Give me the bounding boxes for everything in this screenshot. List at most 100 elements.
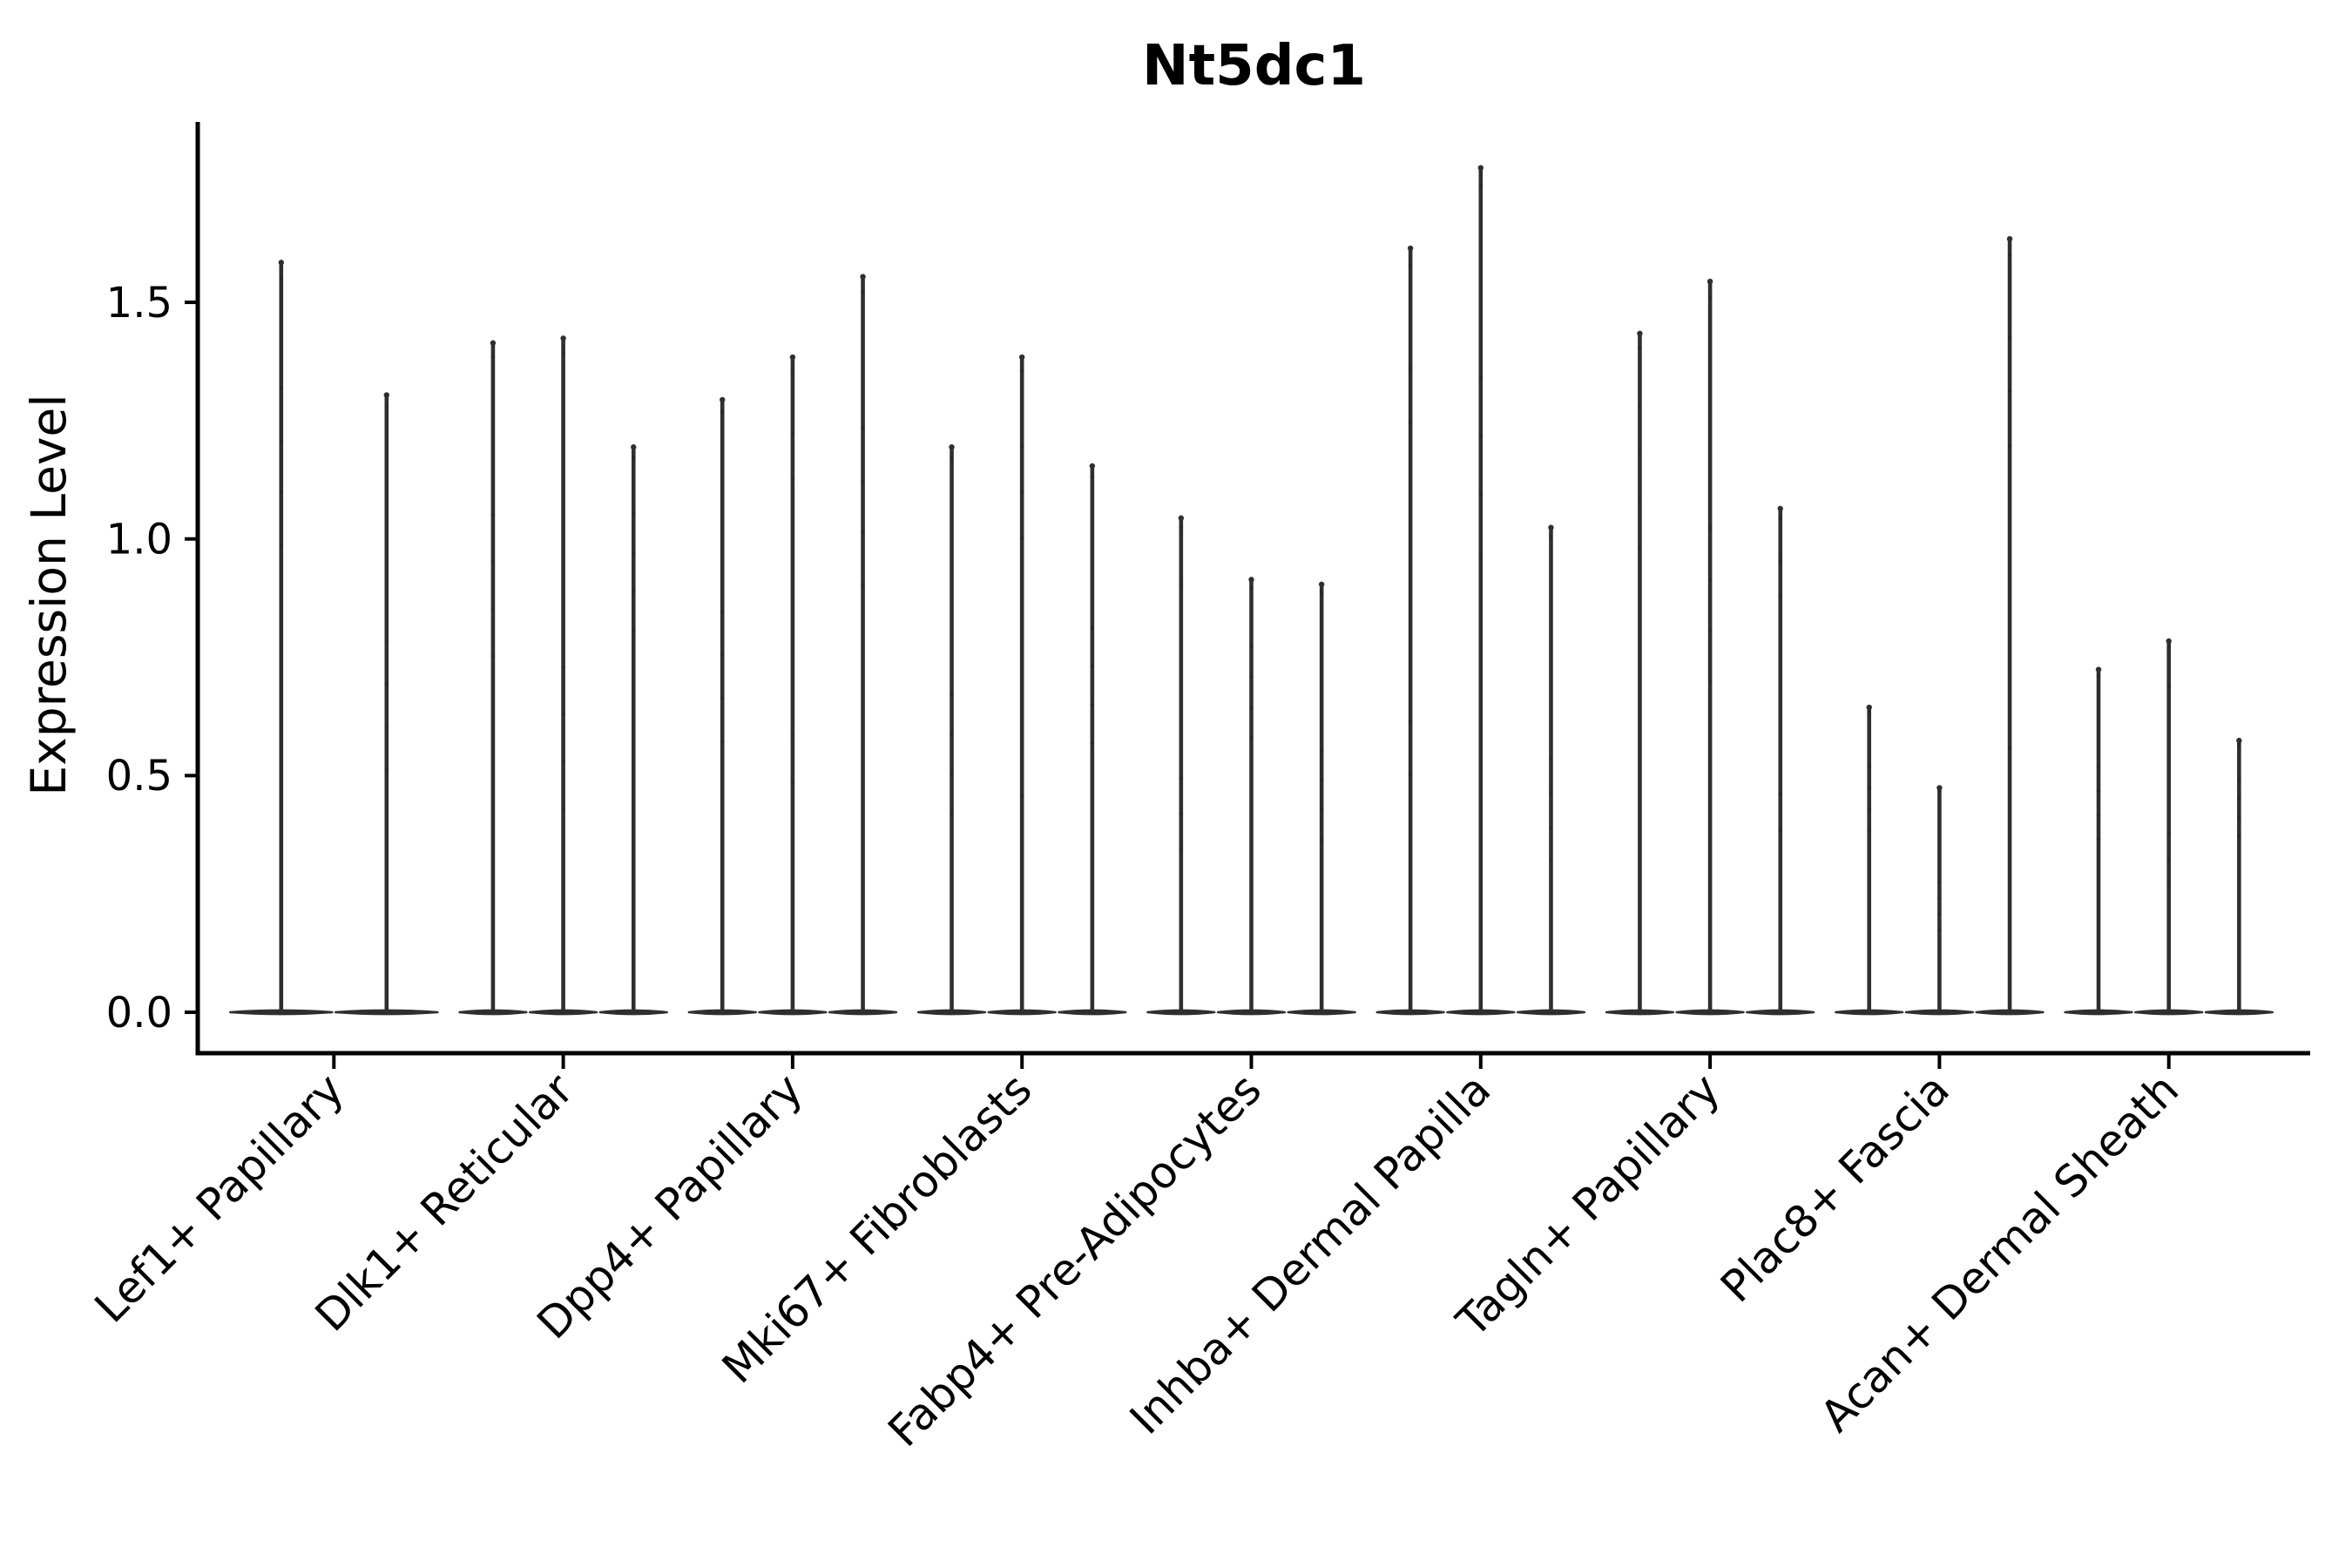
jitter-dot [490, 512, 496, 517]
jitter-dot [2237, 742, 2241, 747]
jitter-dot [1707, 628, 1713, 633]
jitter-dot [1020, 537, 1024, 541]
jitter-dot [1937, 912, 1942, 917]
jitter-dot [632, 550, 636, 555]
violin-tip-g2-v1 [490, 340, 497, 346]
violin-tip-g1-v1 [278, 260, 284, 266]
jitter-dot [1090, 625, 1095, 631]
jitter-dot [1549, 535, 1553, 539]
violin-tip-g4-v3 [1089, 463, 1096, 470]
y-tick-label: 1.5 [106, 279, 172, 328]
jitter-dot [1549, 859, 1553, 863]
jitter-dot [2166, 882, 2171, 888]
jitter-dot [950, 771, 954, 776]
violin-tip-g9-v1 [2095, 666, 2102, 672]
jitter-dot [632, 590, 636, 594]
violin-tip-g4-v2 [1019, 354, 1025, 361]
jitter-dot [2237, 796, 2241, 801]
jitter-dot [1179, 525, 1184, 530]
jitter-dot [1020, 444, 1024, 449]
violin-tip-g4-v1 [949, 444, 955, 450]
jitter-dot [1249, 735, 1254, 740]
jitter-dot [1478, 375, 1484, 379]
jitter-dot [1478, 493, 1484, 497]
jitter-dot [384, 638, 389, 643]
violin-tip-g8-v2 [1936, 785, 1943, 791]
jitter-dot [1179, 846, 1184, 850]
jitter-dot [1020, 368, 1024, 373]
jitter-dot [1090, 702, 1095, 707]
violin-tip-g2-v2 [560, 335, 566, 341]
jitter-dot [1478, 552, 1484, 558]
jitter-dot [490, 355, 496, 360]
jitter-dot [1249, 705, 1254, 710]
jitter-dot [2166, 830, 2171, 835]
y-tick-label: 0.0 [106, 989, 172, 1037]
jitter-dot [1638, 451, 1642, 456]
jitter-dot [2166, 685, 2171, 689]
violin-tip-g9-v3 [2236, 737, 2242, 744]
jitter-dot [490, 606, 496, 612]
jitter-dot [790, 368, 795, 373]
jitter-dot [1319, 777, 1324, 782]
jitter-dot [561, 712, 565, 717]
jitter-dot [2166, 856, 2171, 862]
x-tick-label-8: Plac8+ Fascia [1711, 1064, 1959, 1312]
violin-tip-g5-v1 [1178, 515, 1185, 521]
violin-tip-g3-v1 [720, 396, 726, 403]
jitter-dot [1249, 585, 1254, 590]
jitter-dot [1249, 674, 1254, 679]
jitter-dot [279, 438, 283, 443]
jitter-dot [1638, 546, 1642, 551]
jitter-dot [2007, 335, 2012, 340]
jitter-dot [1867, 828, 1871, 833]
jitter-dot [279, 490, 283, 496]
chart-title: Nt5dc1 [1142, 34, 1366, 98]
jitter-dot [490, 559, 496, 564]
jitter-dot [2096, 765, 2101, 769]
jitter-dot [632, 510, 636, 515]
jitter-dot [632, 456, 636, 461]
jitter-dot [1778, 792, 1782, 797]
jitter-dot [1179, 583, 1184, 587]
violin-tip-g2-v3 [631, 444, 637, 450]
jitter-dot [2096, 673, 2101, 678]
jitter-dot [1408, 262, 1413, 267]
violin-tip-g5-v2 [1248, 577, 1254, 583]
jitter-dot [790, 431, 795, 436]
y-axis-label: Expression Level [21, 394, 77, 795]
jitter-dot [1319, 838, 1324, 842]
jitter-dot [861, 530, 865, 535]
jitter-dot [1408, 420, 1413, 424]
jitter-dot [1408, 366, 1413, 370]
violin-tip-g3-v3 [860, 274, 866, 280]
jitter-dot [561, 760, 565, 764]
jitter-dot [1707, 294, 1713, 300]
jitter-dot [1707, 526, 1713, 531]
jitter-dot [561, 807, 565, 812]
jitter-dot [1937, 881, 1942, 885]
x-tick-label-1: Lef1+ Papillary [85, 1064, 354, 1332]
jitter-dot [1867, 786, 1871, 790]
jitter-dot [1937, 896, 1942, 901]
violin-tip-g6-v3 [1548, 524, 1554, 531]
jitter-dot [861, 427, 865, 431]
violin-tip-g8-v3 [2006, 235, 2013, 242]
jitter-dot [790, 733, 795, 739]
violin-tip-g7-v1 [1637, 330, 1643, 337]
violin-tip-g9-v2 [2166, 638, 2172, 645]
jitter-dot [1778, 559, 1782, 564]
jitter-dot [2007, 443, 2012, 448]
jitter-dot [1020, 490, 1024, 495]
jitter-dot [1867, 807, 1871, 812]
violin-tip-g6-v2 [1477, 165, 1484, 171]
jitter-dot [1778, 828, 1782, 832]
jitter-dot [1408, 719, 1413, 723]
jitter-dot [2237, 835, 2241, 839]
jitter-dot [1638, 403, 1642, 408]
jitter-dot [950, 732, 954, 736]
jitter-dot [2096, 813, 2101, 818]
jitter-dot [279, 276, 283, 280]
